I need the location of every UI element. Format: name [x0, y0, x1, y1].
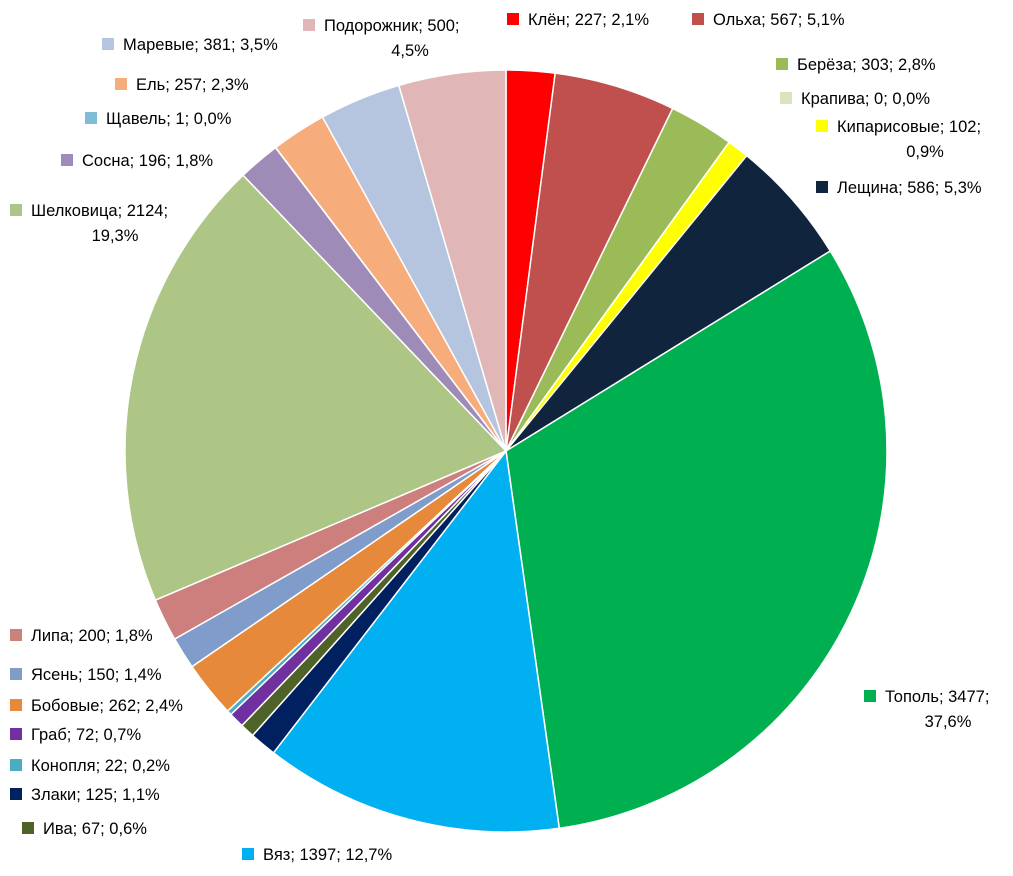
data-label-text: Шелковица; 2124; — [31, 202, 168, 220]
data-label-text: Маревые; 381; 3,5% — [123, 36, 278, 54]
data-label-text: Подорожник; 500; — [324, 17, 460, 35]
data-label: Ель; 257; 2,3% — [115, 76, 249, 94]
data-label-text: Конопля; 22; 0,2% — [31, 757, 170, 775]
data-label: Берёза; 303; 2,8% — [776, 56, 936, 74]
data-label-text: 37,6% — [925, 713, 972, 731]
legend-key-marker — [10, 204, 22, 216]
data-label-text: 4,5% — [391, 42, 429, 60]
data-label-text: Клён; 227; 2,1% — [528, 11, 649, 29]
pie-slice — [505, 249, 888, 830]
legend-key-marker — [303, 19, 315, 31]
legend-key-marker — [816, 181, 828, 193]
legend-key-marker — [816, 120, 828, 132]
data-label: Лещина; 586; 5,3% — [816, 179, 982, 197]
data-label: Шелковица; 2124; 19,3% — [10, 202, 168, 245]
legend-key-marker — [776, 58, 788, 70]
data-label: Ива; 67; 0,6% — [22, 820, 147, 838]
data-label: Подорожник; 500; 4,5% — [303, 17, 460, 60]
legend-key-marker — [85, 112, 97, 124]
legend-key-marker — [10, 788, 22, 800]
data-label-text: Берёза; 303; 2,8% — [797, 56, 936, 74]
data-label: Злаки; 125; 1,1% — [10, 786, 160, 804]
data-label-text: 19,3% — [92, 227, 139, 245]
data-label: Сосна; 196; 1,8% — [61, 152, 213, 170]
data-label-text: Крапива; 0; 0,0% — [801, 90, 930, 108]
data-label-text: Лещина; 586; 5,3% — [837, 179, 982, 197]
data-label-text: Щавель; 1; 0,0% — [106, 110, 232, 128]
data-label-text: Бобовые; 262; 2,4% — [31, 697, 183, 715]
legend-key-marker — [864, 690, 876, 702]
legend-key-marker — [242, 848, 254, 860]
data-label-text: Ясень; 150; 1,4% — [31, 666, 162, 684]
data-label: Щавель; 1; 0,0% — [85, 110, 232, 128]
pie-slice — [272, 449, 561, 833]
data-label: Маревые; 381; 3,5% — [102, 36, 278, 54]
data-label: Бобовые; 262; 2,4% — [10, 697, 183, 715]
data-labels: Клён; 227; 2,1% Ольха; 567; 5,1% Берёза; 3… — [10, 11, 989, 864]
legend-key-marker — [10, 728, 22, 740]
data-label: Тополь; 3477; 37,6% — [864, 688, 989, 731]
pie-slice — [124, 174, 508, 602]
legend-key-marker — [10, 668, 22, 680]
data-label-text: Злаки; 125; 1,1% — [31, 786, 160, 804]
data-label: Крапива; 0; 0,0% — [780, 90, 930, 108]
data-label: Ясень; 150; 1,4% — [10, 666, 162, 684]
data-label: Граб; 72; 0,7% — [10, 726, 141, 744]
legend-key-marker — [692, 13, 704, 25]
legend-key-marker — [115, 78, 127, 90]
data-label-text: Тополь; 3477; — [885, 688, 989, 706]
pie-slice — [397, 69, 507, 452]
legend-key-marker — [10, 629, 22, 641]
data-label: Липа; 200; 1,8% — [10, 627, 153, 645]
data-label-text: Ель; 257; 2,3% — [136, 76, 249, 94]
data-label: Конопля; 22; 0,2% — [10, 757, 170, 775]
legend-key-marker — [10, 699, 22, 711]
data-label-text: Ива; 67; 0,6% — [43, 820, 147, 838]
data-label-text: Вяз; 1397; 12,7% — [263, 846, 392, 864]
data-label: Клён; 227; 2,1% — [507, 11, 649, 29]
data-label: Ольха; 567; 5,1% — [692, 11, 845, 29]
data-label-text: 0,9% — [906, 143, 944, 161]
legend-key-marker — [22, 822, 34, 834]
data-label-text: Кипарисовые; 102; — [837, 118, 981, 136]
legend-key-marker — [780, 92, 792, 104]
data-label-text: Липа; 200; 1,8% — [31, 627, 153, 645]
legend-key-marker — [10, 759, 22, 771]
legend-key-marker — [102, 38, 114, 50]
data-label-text: Ольха; 567; 5,1% — [713, 11, 845, 29]
legend-key-marker — [61, 154, 73, 166]
pie-slices — [124, 69, 888, 833]
data-label: Вяз; 1397; 12,7% — [242, 846, 392, 864]
data-label-text: Граб; 72; 0,7% — [31, 726, 141, 744]
data-label-text: Сосна; 196; 1,8% — [82, 152, 213, 170]
data-label: Кипарисовые; 102; 0,9% — [816, 118, 981, 161]
legend-key-marker — [507, 13, 519, 25]
